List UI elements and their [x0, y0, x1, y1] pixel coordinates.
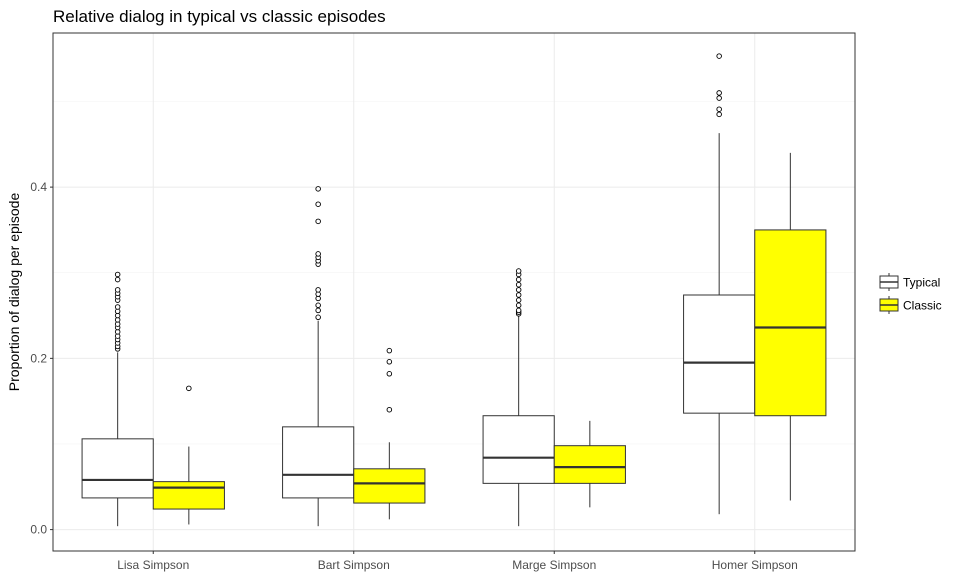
outlier-point — [515, 268, 522, 274]
y-tick-label: 0.0 — [30, 523, 47, 537]
outlier-point — [515, 297, 522, 303]
outlier-point — [114, 276, 121, 283]
boxes — [81, 53, 827, 527]
outlier-point — [515, 307, 522, 314]
y-tick-label: 0.2 — [30, 351, 47, 365]
grid — [53, 33, 855, 551]
y-axis: 0.0 0.2 0.4 — [30, 180, 53, 537]
chart-title: Relative dialog in typical vs classic ep… — [53, 7, 386, 26]
y-tick-label: 0.4 — [30, 180, 47, 194]
box — [353, 468, 426, 504]
outlier-point — [315, 307, 321, 314]
outlier-point — [716, 111, 722, 118]
x-tick-label: Marge Simpson — [512, 558, 596, 572]
outlier-point — [315, 218, 321, 225]
outlier-point — [386, 359, 393, 365]
box — [282, 426, 355, 499]
legend-label: Classic — [903, 299, 942, 313]
outlier-point — [114, 304, 121, 310]
x-tick-label: Bart Simpson — [318, 558, 390, 572]
outlier-point — [386, 406, 393, 413]
box — [152, 481, 225, 510]
outlier-point — [186, 385, 192, 392]
outlier-point — [515, 302, 522, 309]
outlier-point — [114, 271, 121, 278]
outlier-point — [515, 281, 522, 288]
box — [754, 229, 827, 417]
outlier-point — [515, 292, 522, 298]
legend: Typical Classic — [879, 273, 942, 314]
x-tick-label: Homer Simpson — [712, 558, 798, 572]
outlier-point — [114, 287, 121, 293]
outlier-point — [315, 186, 321, 192]
box — [482, 415, 555, 484]
x-tick-label: Lisa Simpson — [117, 558, 189, 572]
outlier-point — [515, 276, 522, 283]
outlier-point — [716, 53, 722, 59]
outlier-point — [315, 302, 321, 309]
y-axis-title: Proportion of dialog per episode — [6, 193, 22, 392]
outlier-point — [315, 251, 321, 257]
outlier-point — [515, 287, 522, 293]
box — [683, 294, 756, 414]
outlier-point — [386, 371, 393, 377]
outlier-point — [386, 347, 393, 354]
outlier-point — [315, 314, 321, 321]
outlier-point — [315, 201, 321, 207]
box — [81, 438, 154, 499]
x-axis: Lisa Simpson Bart Simpson Marge Simpson Hom… — [117, 551, 798, 572]
legend-label: Typical — [903, 276, 940, 290]
outlier-point — [716, 90, 722, 96]
outlier-point — [716, 106, 722, 112]
box — [553, 445, 626, 484]
outlier-point — [315, 287, 321, 293]
outlier-point — [716, 95, 722, 101]
plot-panel-border — [52, 32, 856, 552]
